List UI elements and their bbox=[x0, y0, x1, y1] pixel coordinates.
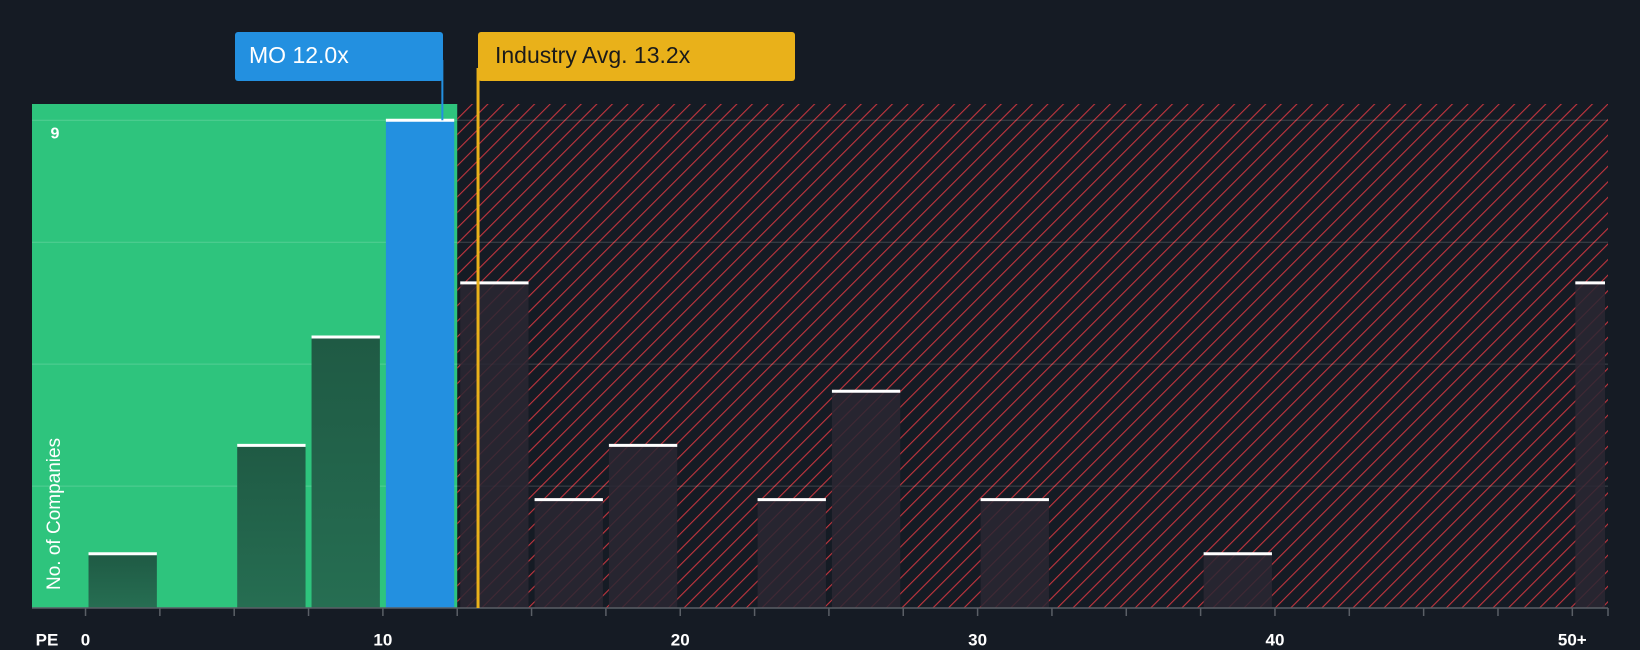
bar bbox=[831, 391, 901, 608]
bar bbox=[1575, 282, 1605, 608]
x-axis-label: PE bbox=[36, 630, 59, 649]
company-label: MO 12.0x bbox=[249, 42, 349, 68]
x-tick-label: 10 bbox=[373, 630, 392, 649]
x-tick-label: 50+ bbox=[1558, 630, 1587, 649]
company-label-box bbox=[235, 32, 443, 81]
y-axis-label: No. of Companies bbox=[44, 438, 65, 590]
bar bbox=[980, 499, 1049, 608]
bar bbox=[237, 445, 306, 608]
x-tick-label: 30 bbox=[968, 630, 987, 649]
x-tick-label: 0 bbox=[81, 630, 90, 649]
bar bbox=[88, 553, 157, 608]
bar bbox=[534, 499, 603, 608]
bar bbox=[460, 282, 529, 608]
bar bbox=[608, 445, 678, 608]
bar bbox=[311, 337, 380, 608]
y-tick-label: 9 bbox=[51, 125, 60, 142]
bar bbox=[757, 499, 826, 608]
highlight-bar bbox=[385, 120, 455, 609]
x-tick-label: 20 bbox=[671, 630, 690, 649]
x-tick-label: 40 bbox=[1265, 630, 1284, 649]
bar bbox=[1203, 553, 1272, 608]
industry-label-box bbox=[478, 32, 795, 81]
industry-label: Industry Avg. 13.2x bbox=[495, 42, 691, 68]
